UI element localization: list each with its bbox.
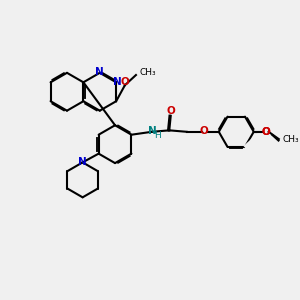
Text: N: N (95, 67, 104, 77)
Text: O: O (121, 77, 130, 87)
Text: N: N (148, 126, 157, 136)
Text: N: N (113, 77, 122, 87)
Text: O: O (261, 127, 270, 137)
Text: CH₃: CH₃ (282, 135, 299, 144)
Text: O: O (199, 126, 208, 136)
Text: CH₃: CH₃ (140, 68, 156, 76)
Text: N: N (78, 157, 86, 166)
Text: O: O (262, 127, 270, 137)
Text: H: H (154, 131, 160, 140)
Text: O: O (167, 106, 175, 116)
